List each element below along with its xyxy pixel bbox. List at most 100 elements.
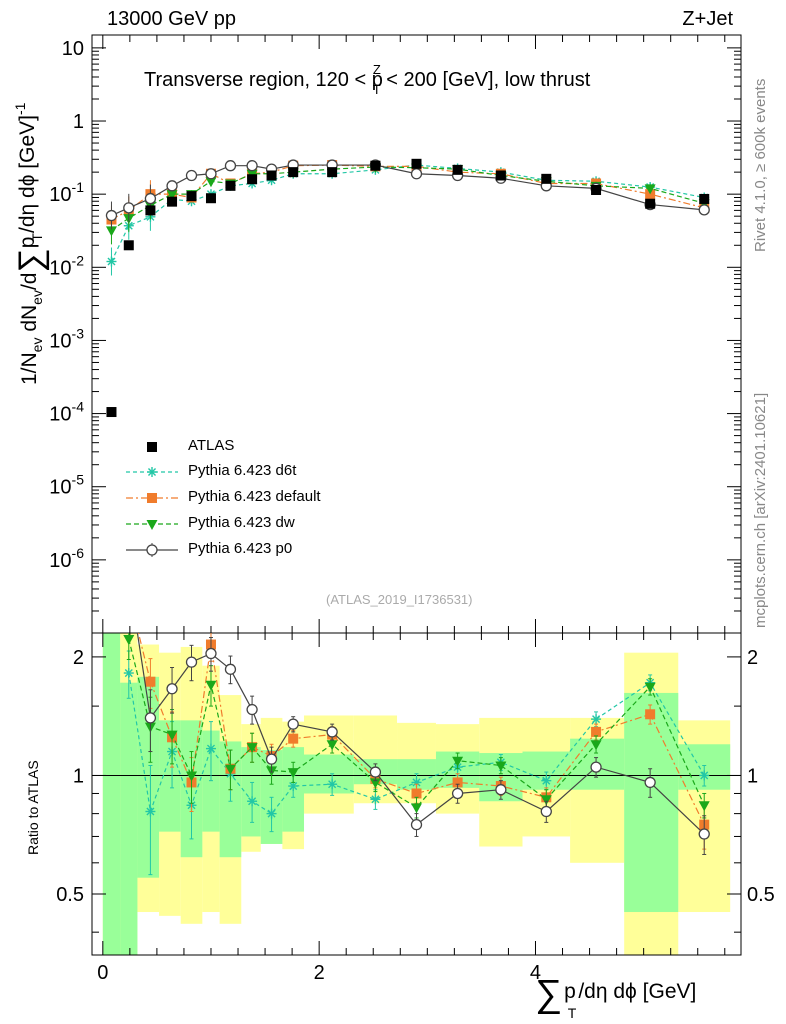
ratio-point xyxy=(246,743,258,754)
stat-band xyxy=(102,633,121,955)
analysis-watermark: (ATLAS_2019_I1736531) xyxy=(326,592,473,607)
ratio-point xyxy=(369,766,382,778)
y-tick-label: 10 xyxy=(62,38,84,60)
plot-title: Transverse region, 120 < pZ T < 200 [GeV]… xyxy=(144,62,591,97)
series-atlas xyxy=(106,158,710,418)
legend-label: Pythia 6.423 p0 xyxy=(188,540,293,557)
data-point xyxy=(541,173,552,184)
data-point xyxy=(644,184,656,195)
data-point xyxy=(205,168,217,180)
mcplots-label: mcplots.cern.ch [arXiv:2401.10621] xyxy=(752,392,769,628)
y-tick-label: 10-4 xyxy=(49,399,84,426)
ratio-tick-label: 2 xyxy=(73,647,84,669)
series-line xyxy=(111,164,705,221)
stat-band xyxy=(624,692,679,913)
data-point xyxy=(246,160,258,172)
header-left: 13000 GeV pp xyxy=(107,8,236,30)
legend-marker-circle xyxy=(146,544,158,556)
ratio-point xyxy=(495,784,507,796)
data-point xyxy=(166,180,178,192)
ratio-point xyxy=(205,743,216,754)
ratio-point xyxy=(205,647,217,660)
ratio-point xyxy=(495,761,507,772)
stat-band xyxy=(137,676,160,878)
ratio-point xyxy=(540,805,552,818)
y-tick-label: 1 xyxy=(73,111,84,133)
data-point xyxy=(698,204,710,216)
ratio-point xyxy=(145,676,156,687)
series-pythia-6-423-p0 xyxy=(105,159,710,230)
legend-marker-triangle xyxy=(146,520,158,530)
ratio-line xyxy=(128,638,705,809)
ratio-point xyxy=(224,764,236,775)
ratio-point xyxy=(410,819,423,831)
ratio-point xyxy=(224,663,237,675)
header-right: Z+Jet xyxy=(682,8,733,30)
data-point xyxy=(167,196,178,207)
y-tick-label: 10-2 xyxy=(49,252,84,279)
data-point xyxy=(105,209,118,222)
data-point xyxy=(495,170,506,181)
data-point xyxy=(452,164,463,175)
ratio-tick-label-right: 2 xyxy=(747,647,758,669)
x-tick-label: 2 xyxy=(314,962,325,984)
legend-label: Pythia 6.423 dw xyxy=(188,514,295,531)
ratio-point xyxy=(590,740,602,751)
ratio-tick-label: 0.5 xyxy=(56,884,84,906)
ratio-point xyxy=(327,779,338,790)
series-line xyxy=(110,164,705,262)
data-point xyxy=(327,167,338,178)
series-line xyxy=(111,166,705,231)
y-tick-label: 10-1 xyxy=(49,179,84,206)
data-point xyxy=(699,193,710,204)
ratio-point xyxy=(246,703,258,716)
x-tick-label: 0 xyxy=(97,962,108,984)
ratio-point xyxy=(370,794,381,805)
data-point xyxy=(288,167,299,178)
ratio-point xyxy=(698,801,710,812)
series-line xyxy=(111,164,705,217)
data-point xyxy=(266,170,277,181)
ratio-point xyxy=(699,770,710,781)
ratio-point xyxy=(124,572,134,582)
legend-marker-star xyxy=(147,467,157,477)
ratio-point xyxy=(369,778,381,789)
ratio-point xyxy=(266,808,277,819)
ratio-point xyxy=(411,788,422,799)
data-point xyxy=(410,168,423,180)
ratio-point xyxy=(326,726,338,738)
data-point xyxy=(205,193,216,204)
ratio-point xyxy=(287,768,299,779)
data-point xyxy=(106,256,117,267)
data-point xyxy=(225,180,236,191)
data-point xyxy=(105,226,117,237)
data-point xyxy=(185,169,198,182)
data-point xyxy=(123,202,135,214)
ratio-point xyxy=(145,806,156,817)
y-tick-label: 10-3 xyxy=(49,325,84,352)
ratio-point xyxy=(166,730,178,741)
legend-label: Pythia 6.423 default xyxy=(188,488,321,505)
data-point xyxy=(106,407,117,418)
ratio-point xyxy=(326,740,338,751)
ratio-point xyxy=(288,781,299,792)
ratio-point xyxy=(451,787,464,800)
ratio-point xyxy=(124,588,134,598)
data-point xyxy=(186,191,197,202)
y-tick-label: 10-6 xyxy=(49,545,84,572)
data-point xyxy=(144,192,157,205)
ratio-point xyxy=(411,803,422,814)
ratio-tick-label-right: 0.5 xyxy=(747,884,775,906)
ratio-tick-label: 1 xyxy=(73,765,84,787)
series-pythia-6-423-d6t xyxy=(106,160,710,276)
ratio-y-axis-label: Ratio to ATLAS xyxy=(25,760,41,855)
data-point xyxy=(166,190,178,201)
data-point xyxy=(224,160,237,172)
ratio-pythia-6-423-dw xyxy=(123,633,710,819)
legend-marker-square xyxy=(147,493,157,503)
ratio-point xyxy=(186,771,198,782)
ratio-point xyxy=(644,776,656,789)
ratio-point xyxy=(205,680,217,691)
top-y-axis-label: 1/Nev dNev/d∑pT/dη dϕ [GeV]-1 xyxy=(12,102,50,385)
ratio-point xyxy=(591,726,602,737)
